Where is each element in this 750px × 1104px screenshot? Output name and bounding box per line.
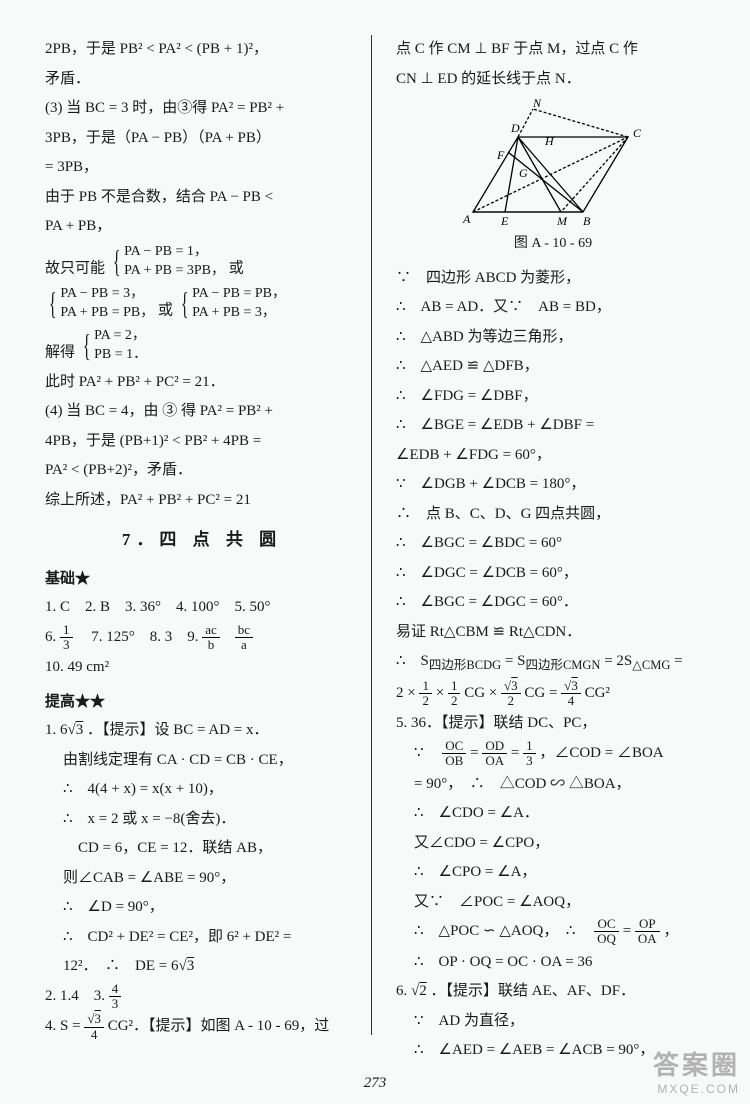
text: 则∠CAB = ∠ABE = 90°， <box>45 864 359 893</box>
text: 2. 1.4 3. 43 <box>45 982 359 1012</box>
text: 又∠CDO = ∠CPO， <box>396 829 710 858</box>
answer-row: 10. 49 cm² <box>45 653 359 682</box>
svg-text:M: M <box>556 214 568 227</box>
text: ∴ 点 B、C、D、G 四点共圆， <box>396 500 710 529</box>
text: 矛盾． <box>45 65 359 94</box>
left-column: 2PB，于是 PB² < PA² < (PB + 1)²， 矛盾． (3) 当 … <box>45 35 372 1035</box>
svg-text:G: G <box>519 166 528 180</box>
text: 5. 36．【提示】联结 DC、PC， <box>396 709 710 738</box>
text: PA² < (PB+2)²，矛盾． <box>45 456 359 485</box>
text: ∴ ∠BGC = ∠BDC = 60° <box>396 529 710 558</box>
svg-text:E: E <box>500 214 509 227</box>
text: ∴ 4(4 + x) = x(x + 10)， <box>45 775 359 804</box>
level-advanced: 提高★★ <box>45 688 359 717</box>
text: 2PB，于是 PB² < PA² < (PB + 1)²， <box>45 35 359 64</box>
text: ∴ S四边形BCDG = S四边形CMGN = 2S△CMG = <box>396 647 710 678</box>
text: 2 × 12 × 12 CG × √32 CG = √34 CG² <box>396 679 710 709</box>
text: ∴ ∠D = 90°， <box>45 893 359 922</box>
text: CN ⊥ ED 的延长线于点 N． <box>396 65 710 94</box>
text: 又∵ ∠POC = ∠AOQ， <box>396 888 710 917</box>
text: 解得 { PA = 2， PB = 1． <box>45 326 359 367</box>
text: ∴ ∠DGC = ∠DCB = 60°， <box>396 559 710 588</box>
text: ∴ CD² + DE² = CE²，即 6² + DE² = <box>45 923 359 952</box>
text: ∵ OCOB = ODOA = 13 ，∠COD = ∠BOA <box>396 739 710 769</box>
svg-text:C: C <box>633 126 642 140</box>
text: 3PB，于是（PA − PB）（PA + PB） <box>45 124 359 153</box>
text: CD = 6，CE = 12．联结 AB， <box>45 834 359 863</box>
level-basic: 基础★ <box>45 565 359 594</box>
text: 故只可能 { PA − PB = 1， PA + PB = 3PB， 或 <box>45 242 359 283</box>
text: (4) 当 BC = 4，由 ③ 得 PA² = PB² + <box>45 397 359 426</box>
section-title: 7．四 点 共 圆 <box>45 524 359 556</box>
text: 4. S = √34 CG²．【提示】如图 A - 10 - 69，过 <box>45 1012 359 1042</box>
text: ∵ ∠DGB + ∠DCB = 180°， <box>396 470 710 499</box>
text: 由割线定理有 CA · CD = CB · CE， <box>45 746 359 775</box>
text: { PA − PB = 3， PA + PB = PB， 或 { PA − PB… <box>45 284 359 325</box>
svg-text:B: B <box>583 214 591 227</box>
text: ∵ AD 为直径， <box>396 1007 710 1036</box>
text: ∠EDB + ∠FDG = 60°， <box>396 441 710 470</box>
geometry-diagram: N D H C F G A E M B <box>396 97 710 227</box>
text: ∴ ∠BGE = ∠EDB + ∠DBF = <box>396 411 710 440</box>
text: ∴ x = 2 或 x = −8(舍去)． <box>45 805 359 834</box>
text: ∴ △ABD 为等边三角形， <box>396 323 710 352</box>
text: 易证 Rt△CBM ≌ Rt△CDN． <box>396 618 710 647</box>
text: 6. √2 ．【提示】联结 AE、AF、DF． <box>396 977 710 1006</box>
text: 4PB，于是 (PB+1)² < PB² + 4PB = <box>45 427 359 456</box>
text: ∴ OP · OQ = OC · OA = 36 <box>396 948 710 977</box>
right-column: 点 C 作 CM ⊥ BF 于点 M，过点 C 作 CN ⊥ ED 的延长线于点… <box>390 35 710 1035</box>
svg-text:A: A <box>462 212 471 226</box>
diagram-caption: 图 A - 10 - 69 <box>396 231 710 258</box>
text: ∴ AB = AD．又∵ AB = BD， <box>396 293 710 322</box>
text: 综上所述，PA² + PB² + PC² = 21 <box>45 486 359 515</box>
text: 由于 PB 不是合数，结合 PA − PB < <box>45 183 359 212</box>
answer-row: 6. 13 7. 125° 8. 3 9. acb bca <box>45 623 359 653</box>
text: = 90°， ∴ △COD ∽ △BOA， <box>396 770 710 799</box>
text: 此时 PA² + PB² + PC² = 21． <box>45 368 359 397</box>
text: ∵ 四边形 ABCD 为菱形， <box>396 264 710 293</box>
text: ∴ △AED ≌ △DFB， <box>396 352 710 381</box>
svg-text:D: D <box>510 121 520 135</box>
text: PA + PB， <box>45 212 359 241</box>
text: = 3PB， <box>45 153 359 182</box>
text: ∴ ∠FDG = ∠DBF， <box>396 382 710 411</box>
answer-row: 1. C 2. B 3. 36° 4. 100° 5. 50° <box>45 593 359 622</box>
page-number: 273 <box>0 1075 750 1092</box>
text: 1. 6√3 ．【提示】设 BC = AD = x． <box>45 716 359 745</box>
text: ∴ △POC ∽ △AOQ， ∴ OCOQ = OPOA ， <box>396 917 710 947</box>
svg-text:F: F <box>496 148 505 162</box>
text: ∴ ∠CPO = ∠A， <box>396 858 710 887</box>
text: 12²． ∴ DE = 6√3 <box>45 952 359 981</box>
text: (3) 当 BC = 3 时，由③得 PA² = PB² + <box>45 94 359 123</box>
watermark: 答案圈 MXQE.COM <box>653 1045 740 1096</box>
svg-text:N: N <box>532 97 542 110</box>
text: ∴ ∠CDO = ∠A． <box>396 799 710 828</box>
text: ∴ ∠BGC = ∠DGC = 60°． <box>396 588 710 617</box>
text: 点 C 作 CM ⊥ BF 于点 M，过点 C 作 <box>396 35 710 64</box>
svg-text:H: H <box>544 134 555 148</box>
